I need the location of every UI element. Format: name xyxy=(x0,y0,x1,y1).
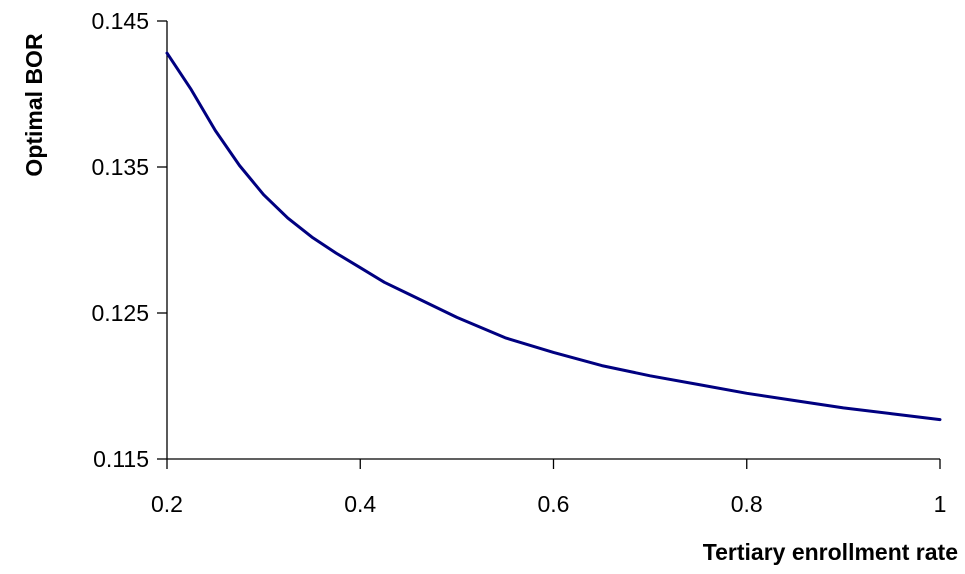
y-tick-label: 0.115 xyxy=(93,446,149,472)
x-tick-label: 0.8 xyxy=(731,491,763,517)
x-axis-title: Tertiary enrollment rate xyxy=(703,539,958,565)
y-tick-label: 0.145 xyxy=(91,8,149,34)
x-tick-label: 0.4 xyxy=(344,491,376,517)
series-line xyxy=(165,51,942,422)
series-layer xyxy=(165,51,942,422)
chart-axes xyxy=(166,21,940,460)
y-tick-label: 0.135 xyxy=(91,154,149,180)
y-axis-ticks: 0.115 0.125 0.135 0.145 xyxy=(91,8,167,472)
x-tick-label: 0.2 xyxy=(151,491,183,517)
y-tick-label: 0.125 xyxy=(91,300,149,326)
x-tick-label: 0.6 xyxy=(538,491,570,517)
x-tick-label: 1 xyxy=(934,491,947,517)
y-axis-title: Optimal BOR xyxy=(21,33,47,177)
x-axis-ticks: 0.2 0.4 0.6 0.8 1 xyxy=(151,459,946,517)
